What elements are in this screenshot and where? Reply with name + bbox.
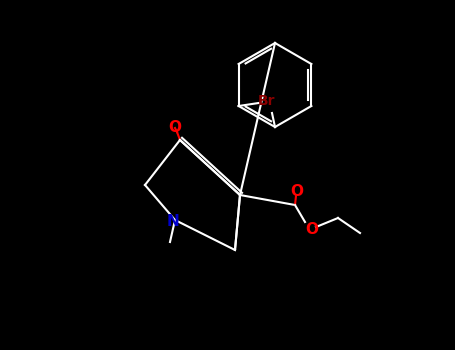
Text: Br: Br bbox=[258, 94, 275, 108]
Text: N: N bbox=[167, 215, 179, 230]
Text: O: O bbox=[168, 120, 182, 135]
Text: O: O bbox=[290, 183, 303, 198]
Text: O: O bbox=[305, 223, 318, 238]
